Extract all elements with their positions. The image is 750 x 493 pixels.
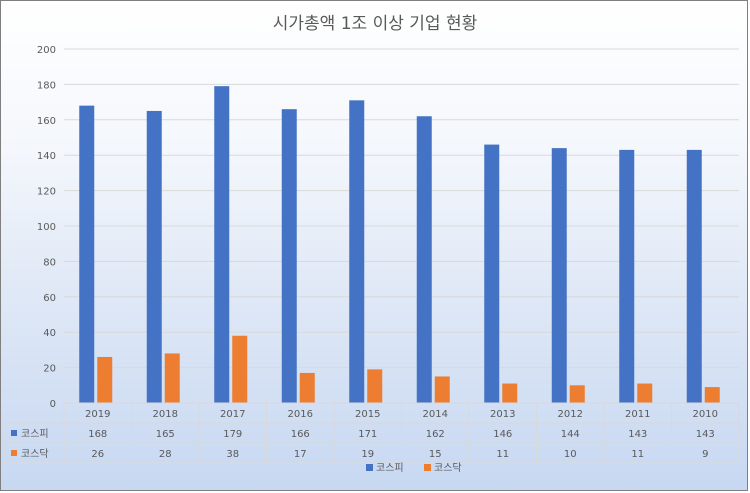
y-tick-label: 40 — [43, 328, 56, 339]
data-label: 28 — [159, 449, 172, 460]
category-label: 2011 — [625, 409, 650, 420]
data-label: 26 — [91, 449, 104, 460]
data-label: 166 — [291, 429, 310, 440]
data-label: 11 — [496, 449, 509, 460]
bar-kospi — [416, 116, 432, 403]
bar-kosdaq — [434, 376, 450, 403]
y-tick-label: 120 — [37, 187, 56, 198]
bar-kospi — [281, 109, 297, 404]
data-label: 168 — [88, 429, 107, 440]
data-label: 144 — [561, 429, 580, 440]
data-label: 11 — [631, 449, 644, 460]
y-tick-label: 80 — [43, 257, 56, 268]
y-axis-ticks: 0 20 40 60 80 100 120 140 160 180 200 — [37, 45, 56, 410]
bar-kosdaq — [502, 383, 518, 403]
bar-kospi — [79, 105, 95, 403]
bar-kospi — [686, 149, 702, 403]
y-tick-label: 60 — [43, 293, 56, 304]
bar-kosdaq — [299, 372, 315, 403]
bar-kospi — [551, 148, 567, 403]
legend-label: 코스닥 — [434, 462, 462, 474]
data-label: 10 — [564, 449, 577, 460]
category-label: 2015 — [355, 409, 380, 420]
y-tick-label: 140 — [37, 151, 56, 162]
category-label: 2010 — [693, 409, 718, 420]
legend-swatch — [366, 464, 373, 471]
bar-kosdaq — [367, 369, 383, 403]
bar-kosdaq — [164, 353, 180, 403]
data-label: 19 — [361, 449, 374, 460]
series-key-swatch — [11, 430, 17, 436]
y-tick-label: 20 — [43, 364, 56, 375]
data-label: 162 — [426, 429, 445, 440]
bar-kosdaq — [569, 385, 585, 403]
bar-kospi — [214, 86, 230, 404]
y-tick-label: 160 — [37, 116, 56, 127]
bar-kosdaq — [232, 335, 248, 403]
category-label: 2017 — [220, 409, 245, 420]
bar-kosdaq — [637, 383, 653, 403]
data-label: 9 — [702, 449, 708, 460]
y-tick-label: 100 — [37, 222, 56, 233]
y-tick-label: 0 — [50, 399, 56, 410]
series-row-label: 코스피 — [21, 428, 49, 440]
bar-kospi — [349, 100, 365, 403]
category-label: 2012 — [558, 409, 583, 420]
series-row-label: 코스닥 — [21, 448, 49, 460]
legend: 코스피 코스닥 — [366, 462, 462, 474]
chart-title: 시가총액 1조 이상 기업 현황 — [273, 14, 477, 34]
legend-label: 코스피 — [376, 462, 404, 474]
data-label: 171 — [358, 429, 377, 440]
data-label: 17 — [294, 449, 307, 460]
category-label: 2013 — [490, 409, 515, 420]
data-label: 165 — [156, 429, 175, 440]
category-label: 2016 — [288, 409, 313, 420]
bar-kospi — [146, 110, 162, 403]
bars — [79, 86, 720, 404]
bar-kosdaq — [704, 387, 720, 403]
y-tick-label: 180 — [37, 80, 56, 91]
series-key-swatch — [11, 450, 17, 456]
bar-kosdaq — [97, 356, 113, 403]
category-label: 2014 — [423, 409, 448, 420]
category-label: 2018 — [153, 409, 178, 420]
legend-swatch — [424, 464, 431, 471]
category-label: 2019 — [85, 409, 110, 420]
data-label: 143 — [628, 429, 647, 440]
bar-kospi — [619, 149, 635, 403]
data-label: 143 — [696, 429, 715, 440]
data-label: 15 — [429, 449, 442, 460]
gridlines — [64, 48, 739, 404]
data-label: 38 — [226, 449, 239, 460]
data-table: 2019 2018 2017 2016 2015 2014 2013 2012 2011 2010… — [4, 402, 740, 464]
bar-kospi — [484, 144, 500, 403]
data-label: 179 — [223, 429, 242, 440]
data-label: 146 — [493, 429, 512, 440]
y-tick-label: 200 — [37, 45, 56, 56]
